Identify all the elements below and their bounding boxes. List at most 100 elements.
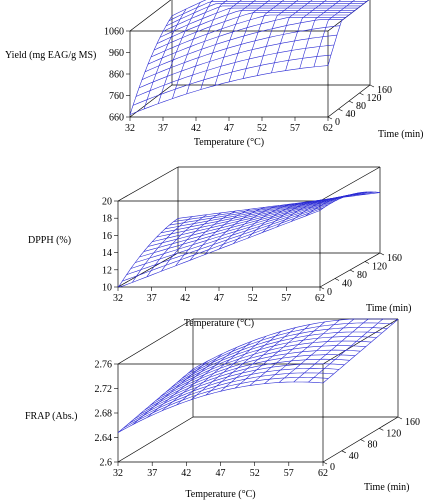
mesh-line-time [144,19,343,73]
y-tick-label: 18 [102,214,112,225]
mesh-line-time [176,331,382,383]
mesh-line-time [152,193,355,242]
mesh-line-time [168,1,367,22]
y-tick-label: 14 [102,248,112,259]
mesh-line-time [153,12,352,51]
mesh-line-temperature [257,0,299,76]
mesh-line-temperature [313,0,356,67]
y-tick-label: 16 [102,231,112,242]
z-axis-label: Time (min) [366,303,411,314]
z-tick-mark [322,461,328,465]
mesh-line-time [126,204,329,275]
z-tick-mark [369,84,375,88]
mesh-line-time [147,17,346,65]
mesh-line-time [123,377,329,429]
y-tick-label: 2.76 [95,360,113,371]
mesh-line-time [162,5,361,32]
surface-mesh [117,191,381,288]
z-tick-mark [349,269,355,273]
mesh-line-time [132,54,332,106]
z-tick-label: 80 [356,101,366,112]
mesh-line-time [129,65,329,115]
mesh-line-temperature [327,0,370,66]
z-tick-mark [359,92,364,96]
x-tick-label: 62 [323,123,333,134]
mesh-line-temperature [132,216,193,283]
y-tick-label: 2.72 [95,384,113,395]
mesh-line-time [156,10,355,44]
box-edge [319,166,381,202]
x-tick-label: 32 [113,293,123,304]
x-axis-label: Temperature (°C) [185,489,255,500]
mesh-line-time [149,354,356,406]
y-axis-label: DPPH (%) [28,235,71,246]
mesh-line-time [117,210,321,288]
z-tick-mark [348,100,354,104]
x-tick-label: 37 [158,123,168,134]
x-tick-label: 47 [214,293,224,304]
mesh-line-time [150,14,349,58]
z-tick-mark [379,428,384,431]
surface-mesh [129,0,370,115]
mesh-line-time [138,34,338,89]
x-tick-label: 42 [181,468,191,479]
mesh-line-time [160,345,366,397]
mesh-line-time [144,358,350,411]
x-tick-label: 42 [191,123,201,134]
mesh-line-time [133,367,340,420]
mesh-line-temperature [242,0,285,79]
z-tick-label: 0 [330,462,335,473]
y-tick-label: 2.68 [95,409,113,420]
box-edge [129,0,172,32]
y-tick-label: 1060 [104,27,124,38]
z-tick-mark [319,286,325,290]
x-tick-label: 47 [224,123,234,134]
mesh-line-time [155,349,361,402]
mesh-line-time [187,322,393,374]
mesh-line-time [135,199,338,263]
z-tick-label: 0 [327,287,332,298]
x-tick-label: 37 [147,293,157,304]
z-tick-label: 120 [372,262,387,273]
mesh-line-time [171,336,377,388]
mesh-line-time [182,327,388,379]
mesh-line-time [122,207,325,282]
y-tick-label: 660 [109,113,124,124]
x-tick-label: 37 [147,468,157,479]
z-tick-mark [327,116,333,120]
x-tick-label: 47 [216,468,226,479]
y-tick-label: 2.64 [95,433,113,444]
z-tick-mark [341,450,346,454]
mesh-line-time [141,25,341,80]
z-tick-label: 160 [405,417,420,428]
z-tick-label: 40 [349,451,359,462]
z-tick-mark [364,261,370,264]
box-edge [117,416,194,463]
x-tick-label: 57 [284,468,294,479]
z-tick-label: 80 [357,270,367,281]
mesh-line-time [192,318,399,370]
mesh-line-time [139,197,342,258]
mesh-line-time [147,194,351,247]
mesh-line-time [130,201,333,269]
mesh-line-time [156,192,359,238]
x-tick-label: 52 [257,123,267,134]
x-tick-label: 57 [290,123,300,134]
mesh-line-temperature [228,0,271,82]
mesh-line-time [135,44,335,97]
z-tick-label: 120 [367,93,382,104]
x-tick-label: 62 [315,293,325,304]
z-axis-label: Time (min) [378,129,423,140]
box-edge [117,166,179,202]
z-tick-mark [397,416,403,420]
mesh-line-time [173,191,376,222]
x-tick-label: 32 [125,123,135,134]
z-tick-label: 40 [346,109,356,120]
x-tick-label: 52 [248,293,258,304]
y-tick-label: 10 [102,283,112,294]
y-axis-label: Yield (mg EAG/g MS) [5,50,96,61]
x-axis-label: Temperature (°C) [194,137,264,148]
x-tick-label: 62 [318,468,328,479]
